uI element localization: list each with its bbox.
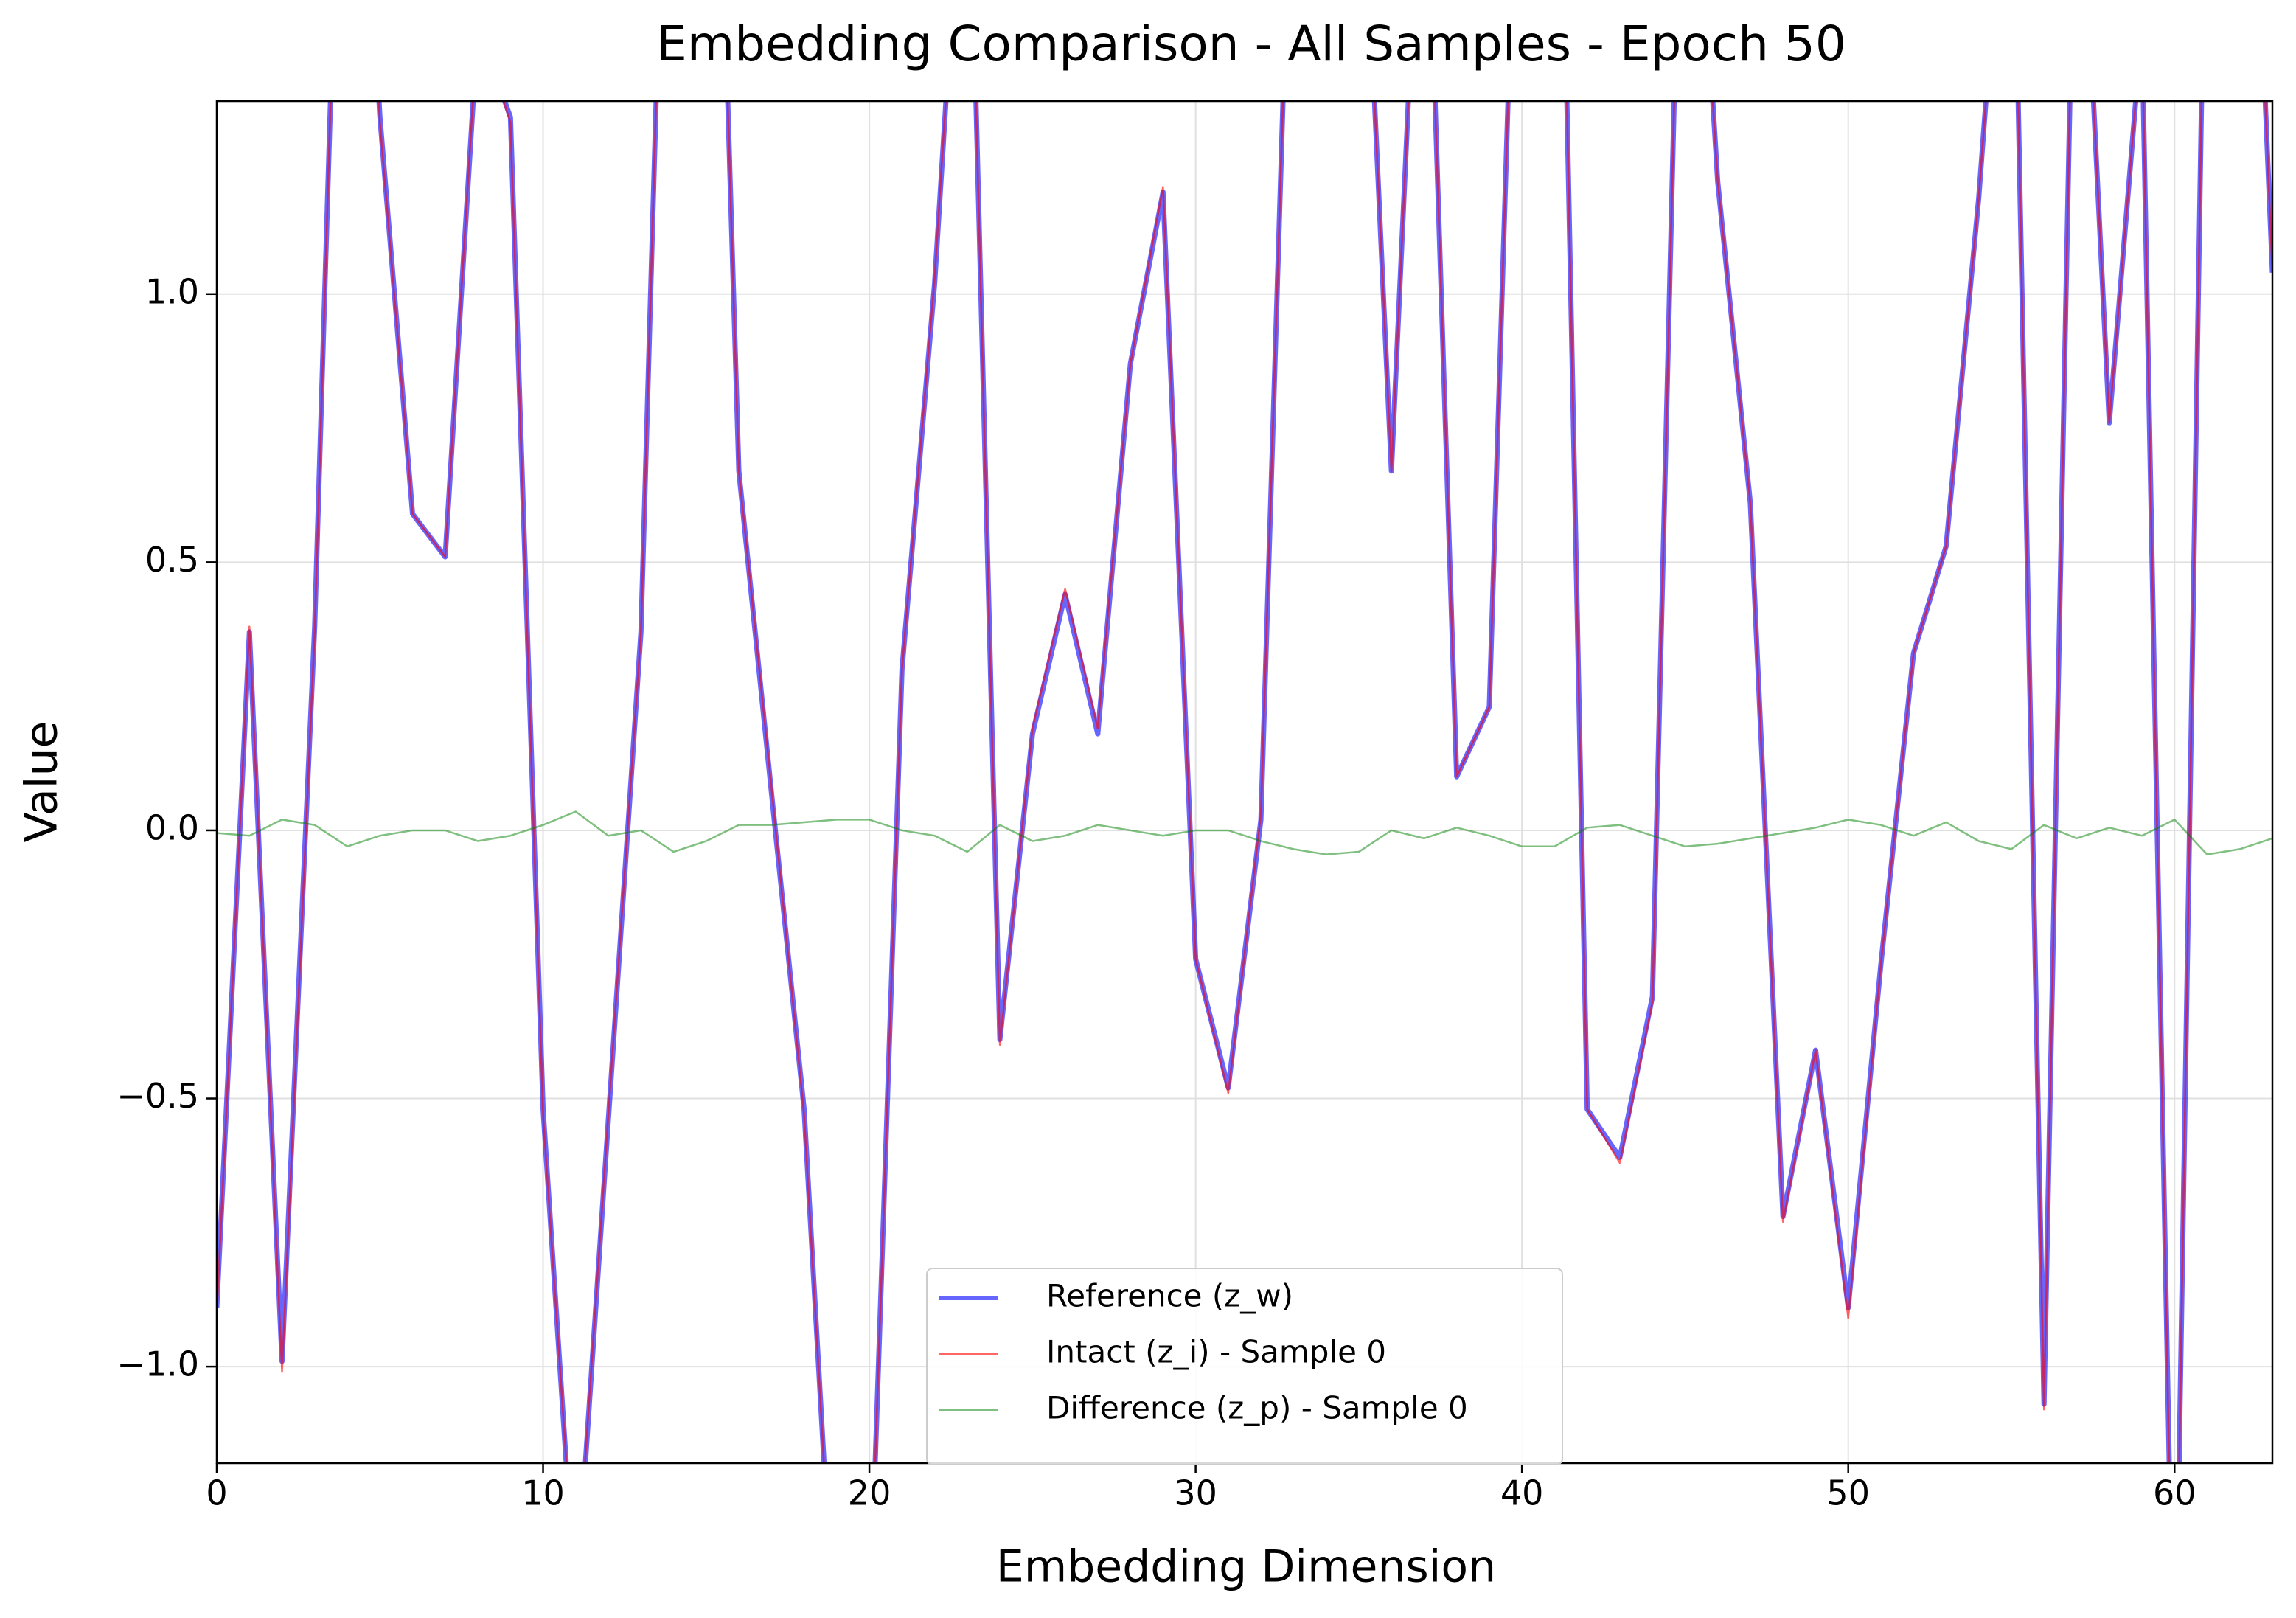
- x-tick-label: 40: [1500, 1473, 1544, 1513]
- plot-lines: [217, 101, 2272, 1463]
- y-tick-label: 0.5: [145, 540, 199, 580]
- ticks: 0 10 20 30 40 50 60 −1.0 −0.5 0.0 0.5 1.0: [116, 271, 2196, 1513]
- x-tick-label: 50: [1826, 1473, 1870, 1513]
- x-tick-label: 10: [521, 1473, 565, 1513]
- y-tick-label: −0.5: [116, 1076, 199, 1116]
- x-tick-label: 30: [1174, 1473, 1217, 1513]
- chart-title: Embedding Comparison - All Samples - Epo…: [656, 15, 1846, 72]
- x-tick-label: 0: [206, 1473, 227, 1513]
- y-tick-label: 0.0: [145, 808, 199, 847]
- y-tick-label: 1.0: [145, 271, 199, 311]
- series-line: [217, 101, 2272, 1463]
- x-tick-label: 20: [848, 1473, 891, 1513]
- x-axis-label: Embedding Dimension: [996, 1541, 1496, 1593]
- x-tick-label: 60: [2153, 1473, 2196, 1513]
- legend: Reference (z_w) Intact (z_i) - Sample 0 Di…: [926, 1268, 1563, 1465]
- legend-box: [926, 1268, 1563, 1465]
- series-line: [217, 810, 2272, 855]
- legend-label: Reference (z_w): [1046, 1278, 1293, 1314]
- legend-label: Intact (z_i) - Sample 0: [1046, 1334, 1386, 1370]
- y-tick-label: −1.0: [116, 1344, 199, 1384]
- y-axis-label: Value: [16, 721, 68, 843]
- legend-label: Difference (z_p) - Sample 0: [1046, 1390, 1468, 1426]
